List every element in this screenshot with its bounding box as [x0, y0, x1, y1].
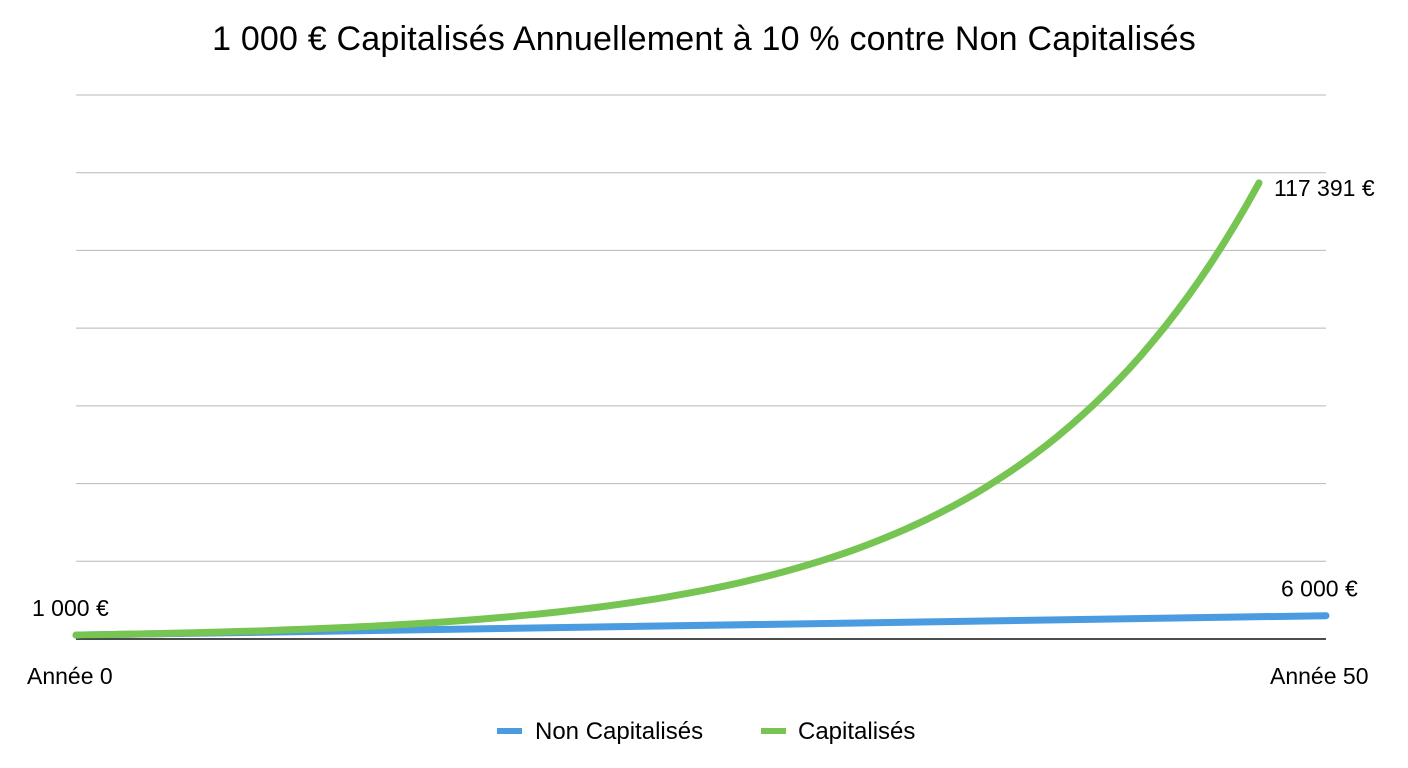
- series-lines: [72, 179, 1330, 639]
- end-value-label-non-capitalises: 6 000 €: [1281, 576, 1358, 602]
- gridlines: [76, 94, 1326, 562]
- chart-title: 1 000 € Capitalisés Annuellement à 10 % …: [212, 20, 1196, 58]
- start-value-label: 1 000 €: [32, 595, 109, 621]
- legend: Non Capitalisés Capitalisés: [497, 718, 915, 745]
- x-tick-label-start: Année 0: [27, 663, 113, 689]
- series-line-capitalises: [72, 179, 1263, 639]
- legend-label-non-capitalises: Non Capitalisés: [535, 718, 703, 745]
- legend-label-capitalises: Capitalisés: [798, 718, 915, 745]
- x-tick-label-end: Année 50: [1270, 663, 1368, 689]
- end-value-label-capitalises: 117 391 €: [1274, 175, 1375, 201]
